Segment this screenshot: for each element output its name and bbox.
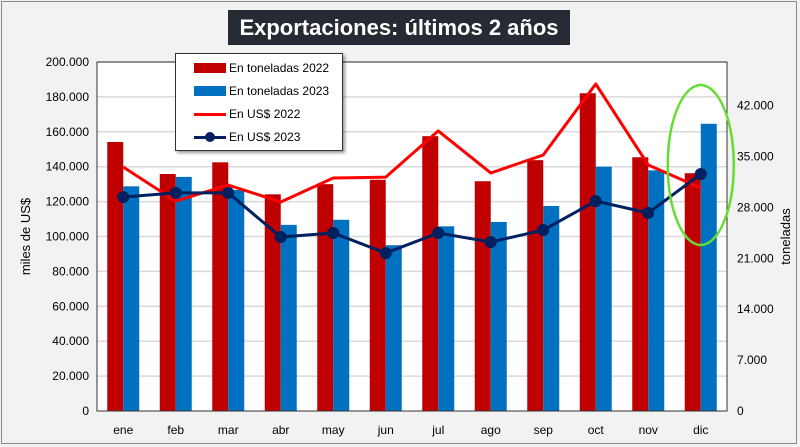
x-tick-label: sep [534,423,554,437]
legend-item: En US$ 2022 [176,104,300,124]
y2-tick-label: 0 [737,404,744,418]
line-en-us-2022 [122,82,702,204]
bar-en-toneladas-2022 [317,184,334,411]
bar-en-toneladas-2022 [474,181,491,411]
bar-en-toneladas-2023 [438,226,455,411]
y2-tick-label: 21.000 [737,251,774,265]
legend-swatch [194,109,226,119]
data-point [379,247,392,260]
data-point [117,191,130,204]
data-point [642,206,655,219]
x-tick-label: jun [377,423,394,437]
legend-swatch [194,86,226,96]
y-axis-label: miles de US$ [18,197,33,275]
legend-item: En toneladas 2022 [176,58,329,78]
data-point [694,168,707,181]
bar-en-toneladas-2023 [543,205,560,411]
data-point [222,186,235,199]
y-tick-label: 120.000 [46,195,90,209]
y-tick-label: 140.000 [46,160,90,174]
bar-en-toneladas-2022 [159,173,176,411]
bar-en-toneladas-2023 [123,186,140,411]
legend-label: En US$ 2022 [229,107,301,121]
x-tick-label: ago [481,423,501,437]
data-point [589,195,602,208]
chart-title: Exportaciones: últimos 2 años [228,10,570,45]
y2-tick-label: 7.000 [737,353,767,367]
legend: En toneladas 2022 En toneladas 2023 En US$… [175,53,343,151]
x-tick-label: dic [693,423,708,437]
bar-en-toneladas-2022 [632,157,649,411]
bar-en-toneladas-2023 [595,166,612,411]
x-tick-label: nov [639,423,658,437]
legend-item: En toneladas 2023 [176,81,329,101]
data-point [274,231,287,244]
legend-swatch [194,63,226,73]
x-tick-label: mar [218,423,239,437]
legend-item: En US$ 2023 [176,127,300,147]
y-tick-label: 40.000 [52,334,89,348]
bar-en-toneladas-2022 [107,141,124,411]
x-tick-label: oct [588,423,605,437]
legend-swatch [194,132,226,142]
bar-en-toneladas-2023 [648,170,665,411]
bar-en-toneladas-2023 [385,245,402,411]
x-tick-label: ene [113,423,133,437]
x-tick-label: abr [272,423,289,437]
data-point [484,236,497,249]
y2-tick-label: 14.000 [737,302,774,316]
y2-tick-label: 28.000 [737,200,774,214]
data-point [432,227,445,240]
bar-en-toneladas-2022 [684,173,701,411]
y-tick-label: 80.000 [52,264,89,278]
line-en-us-2023 [123,172,702,255]
y2-axis-label: toneladas [778,208,793,265]
bar-en-toneladas-2023 [280,224,297,411]
x-tick-label: feb [167,423,184,437]
bar-en-toneladas-2022 [579,93,596,411]
legend-label: En toneladas 2022 [229,61,330,75]
bar-en-toneladas-2022 [212,162,229,411]
x-tick-label: may [322,423,345,437]
bar-en-toneladas-2023 [228,189,245,411]
y-tick-label: 20.000 [52,369,89,383]
bar-en-toneladas-2023 [700,123,717,411]
y-tick-label: 160.000 [46,125,90,139]
bar-en-toneladas-2022 [422,136,439,411]
y2-tick-label: 42.000 [737,99,774,113]
bar-en-toneladas-2023 [175,176,192,411]
legend-label: En US$ 2023 [229,130,301,144]
plot-border [96,61,728,412]
bar-en-toneladas-2022 [527,160,544,411]
y-tick-label: 100.000 [46,230,90,244]
legend-label: En toneladas 2023 [229,84,330,98]
x-tick-label: jul [431,423,444,437]
y2-tick-label: 35.000 [737,150,774,164]
bar-en-toneladas-2023 [490,221,507,411]
data-point [537,224,550,237]
highlight-ellipse [666,83,735,247]
bar-en-toneladas-2022 [369,179,386,411]
bar-en-toneladas-2022 [264,194,281,411]
bar-en-toneladas-2023 [333,219,350,411]
y-tick-label: 180.000 [46,90,90,104]
y-tick-label: 200.000 [46,55,90,69]
data-point [169,186,182,199]
y-tick-label: 0 [82,404,89,418]
y-tick-label: 60.000 [52,299,89,313]
data-point [327,227,340,240]
